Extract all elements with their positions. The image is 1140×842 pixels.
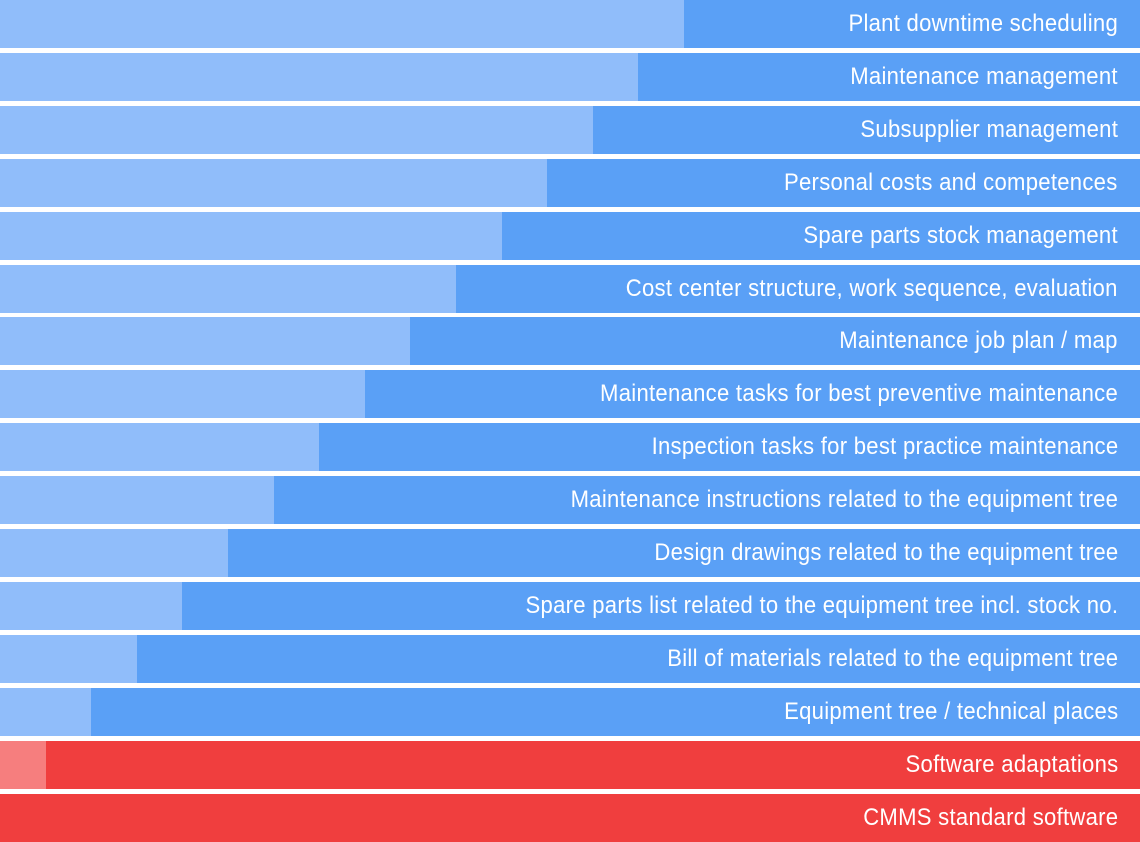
layer-label: Equipment tree / technical places	[783, 698, 1118, 725]
layer-offset-segment	[0, 688, 91, 736]
layer-offset-segment	[0, 635, 137, 683]
layer-label: Personal costs and competences	[784, 169, 1118, 196]
layer-offset-segment	[0, 212, 502, 260]
layer-row: Plant downtime scheduling	[0, 0, 1140, 48]
layer-row: Cost center structure, work sequence, ev…	[0, 265, 1140, 313]
layer-offset-segment	[0, 741, 46, 789]
layer-offset-segment	[0, 476, 274, 524]
layer-row: Spare parts stock management	[0, 212, 1140, 260]
layer-bar	[502, 212, 1140, 260]
layer-offset-segment	[0, 317, 410, 365]
layer-bar	[638, 53, 1140, 101]
layer-label: Maintenance tasks for best preventive ma…	[600, 380, 1118, 407]
layer-offset-segment	[0, 265, 456, 313]
layer-bar	[0, 794, 1140, 842]
layer-row: Maintenance instructions related to the …	[0, 476, 1140, 524]
layer-bar	[547, 159, 1140, 207]
layer-offset-segment	[0, 423, 319, 471]
layer-bar	[410, 317, 1140, 365]
layer-bar	[274, 476, 1140, 524]
layer-offset-segment	[0, 370, 365, 418]
layer-row: CMMS standard software	[0, 794, 1140, 842]
layer-label: Spare parts stock management	[803, 222, 1118, 249]
layer-offset-segment	[0, 0, 684, 48]
layer-bar	[228, 529, 1140, 577]
layer-row: Maintenance job plan / map	[0, 317, 1140, 365]
layer-label: Maintenance instructions related to the …	[570, 486, 1118, 513]
layer-bar	[46, 741, 1140, 789]
layer-row: Maintenance management	[0, 53, 1140, 101]
layer-label: Software adaptations	[905, 751, 1118, 778]
layer-bar	[182, 582, 1140, 630]
layer-bar	[684, 0, 1140, 48]
layer-bar	[91, 688, 1140, 736]
layer-bar	[593, 106, 1140, 154]
layer-row: Bill of materials related to the equipme…	[0, 635, 1140, 683]
layer-bar	[456, 265, 1140, 313]
layer-row: Subsupplier management	[0, 106, 1140, 154]
layer-label: Subsupplier management	[860, 116, 1118, 143]
layer-offset-segment	[0, 529, 228, 577]
layer-label: Spare parts list related to the equipmen…	[525, 592, 1118, 619]
layer-label: Design drawings related to the equipment…	[653, 539, 1118, 566]
layer-row: Design drawings related to the equipment…	[0, 529, 1140, 577]
layer-offset-segment	[0, 106, 593, 154]
layer-row: Maintenance tasks for best preventive ma…	[0, 370, 1140, 418]
layer-offset-segment	[0, 159, 547, 207]
layer-offset-segment	[0, 582, 182, 630]
layer-row: Software adaptations	[0, 741, 1140, 789]
layer-label: CMMS standard software	[862, 804, 1118, 831]
layer-label: Cost center structure, work sequence, ev…	[626, 275, 1118, 302]
layer-bar	[365, 370, 1140, 418]
layer-label: Plant downtime scheduling	[848, 10, 1118, 37]
layer-label: Inspection tasks for best practice maint…	[651, 433, 1118, 460]
layer-label: Bill of materials related to the equipme…	[666, 645, 1118, 672]
layer-bar	[319, 423, 1140, 471]
layer-row: Equipment tree / technical places	[0, 688, 1140, 736]
layer-offset-segment	[0, 53, 638, 101]
layer-label: Maintenance job plan / map	[839, 327, 1118, 354]
layer-bar	[137, 635, 1140, 683]
layer-row: Personal costs and competences	[0, 159, 1140, 207]
layer-row: Inspection tasks for best practice maint…	[0, 423, 1140, 471]
layer-label: Maintenance management	[850, 63, 1118, 90]
layer-row: Spare parts list related to the equipmen…	[0, 582, 1140, 630]
